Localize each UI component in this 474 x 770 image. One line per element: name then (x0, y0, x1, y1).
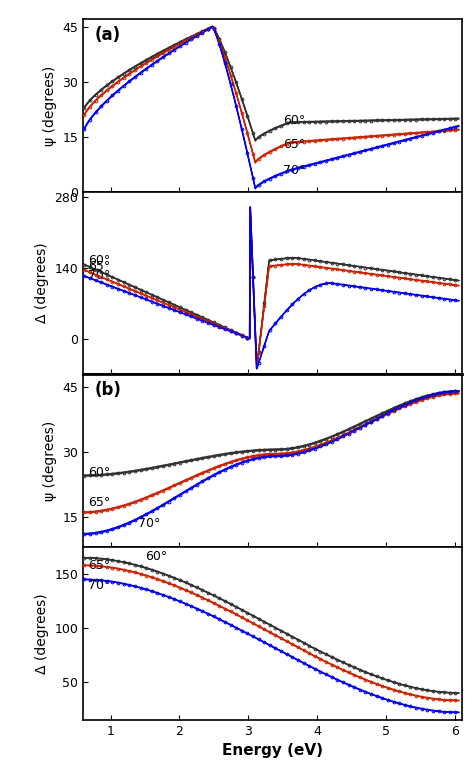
X-axis label: Energy (eV): Energy (eV) (222, 743, 323, 758)
Text: 60°: 60° (89, 254, 111, 267)
X-axis label: Energy (eV): Energy (eV) (222, 397, 323, 413)
Text: 65°: 65° (283, 138, 305, 151)
Text: 60°: 60° (283, 114, 305, 127)
Text: 60°: 60° (145, 550, 167, 563)
Text: 70°: 70° (283, 164, 305, 177)
Y-axis label: ψ (degrees): ψ (degrees) (43, 420, 57, 500)
Text: (a): (a) (94, 26, 120, 44)
Y-axis label: Δ (degrees): Δ (degrees) (35, 243, 49, 323)
Text: 70°: 70° (89, 579, 111, 592)
Text: 65°: 65° (89, 260, 111, 273)
Text: 70°: 70° (89, 269, 111, 282)
Text: 70°: 70° (138, 517, 161, 531)
Y-axis label: ψ (degrees): ψ (degrees) (43, 65, 57, 146)
Y-axis label: Δ (degrees): Δ (degrees) (35, 593, 49, 674)
Text: 65°: 65° (89, 496, 111, 509)
Text: 65°: 65° (89, 558, 111, 571)
Text: (b): (b) (94, 381, 121, 399)
Text: 60°: 60° (89, 466, 111, 479)
